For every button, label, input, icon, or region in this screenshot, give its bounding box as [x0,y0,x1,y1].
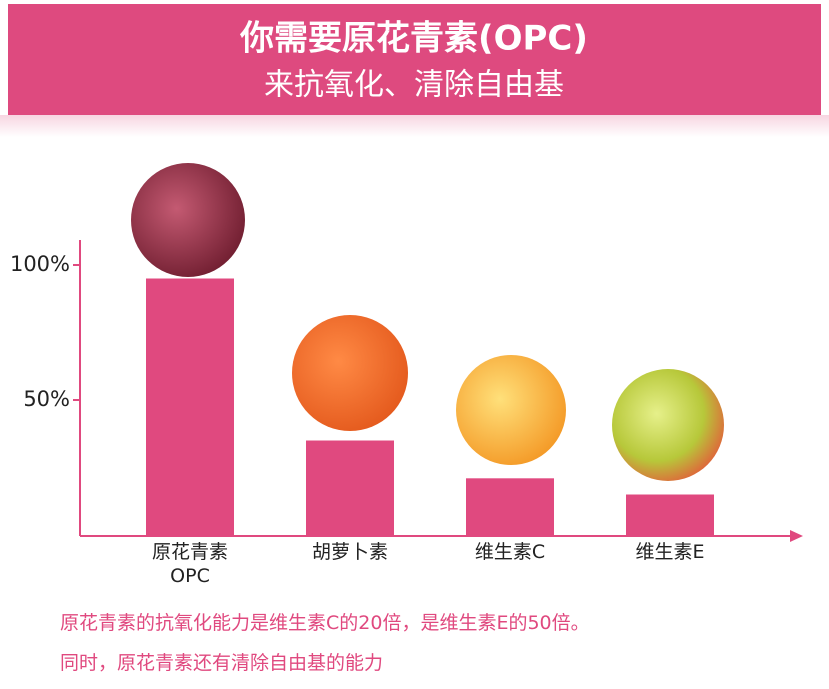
bar [466,478,554,535]
header-band [8,4,821,115]
x-tick-label: 胡萝卜素 [311,541,388,563]
orange-image [456,355,566,465]
carrot-image [292,315,408,431]
header-shadow [0,115,829,137]
fruit-image [612,369,724,481]
x-axis-arrow [790,530,803,542]
bar [626,494,714,535]
bar [146,278,234,535]
subtitle: 来抗氧化、清除自由基 [264,68,564,103]
x-tick-label: 维生素C [474,541,546,563]
annotation: 同时，原花青素还有清除自由基的能力 [60,652,384,674]
title: 你需要原花青素(OPC) [239,19,588,59]
y-tick-label: 50% [23,387,70,411]
x-tick-label: 原花青素 OPC [151,541,228,587]
grape-image [131,163,245,277]
bar [306,440,394,535]
x-tick-label: 维生素E [635,541,705,563]
y-tick-label: 100% [10,252,70,276]
annotation: 原花青素的抗氧化能力是维生素C的20倍，是维生素E的50倍。 [60,612,590,634]
